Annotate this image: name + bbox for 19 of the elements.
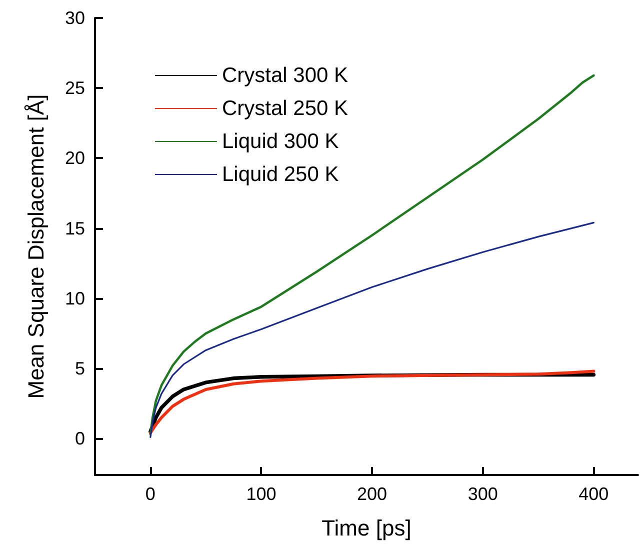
- x-tick-label: 200: [357, 484, 388, 504]
- y-tick-label: 30: [64, 8, 85, 28]
- x-tick-label: 100: [246, 484, 276, 504]
- y-tick-label: 15: [64, 218, 85, 238]
- line-series: [150, 222, 594, 438]
- legend-label: Liquid 250 K: [222, 163, 339, 186]
- x-tick-label: 0: [145, 484, 156, 504]
- y-tick-label: 0: [74, 428, 85, 449]
- legend-label: Crystal 250 K: [222, 97, 348, 120]
- y-tick-label: 10: [64, 288, 85, 308]
- y-axis-title: Mean Square Displacement [Å]: [24, 94, 48, 399]
- y-tick-label: 20: [64, 148, 85, 168]
- x-axis-title: Time [ps]: [322, 516, 412, 540]
- legend-label: Crystal 300 K: [222, 64, 348, 87]
- x-tick-label: 300: [468, 484, 498, 504]
- y-tick-label: 25: [64, 78, 85, 98]
- x-tick-label: 400: [578, 484, 609, 504]
- y-tick-label: 5: [74, 358, 85, 378]
- legend-label: Liquid 300 K: [222, 130, 339, 153]
